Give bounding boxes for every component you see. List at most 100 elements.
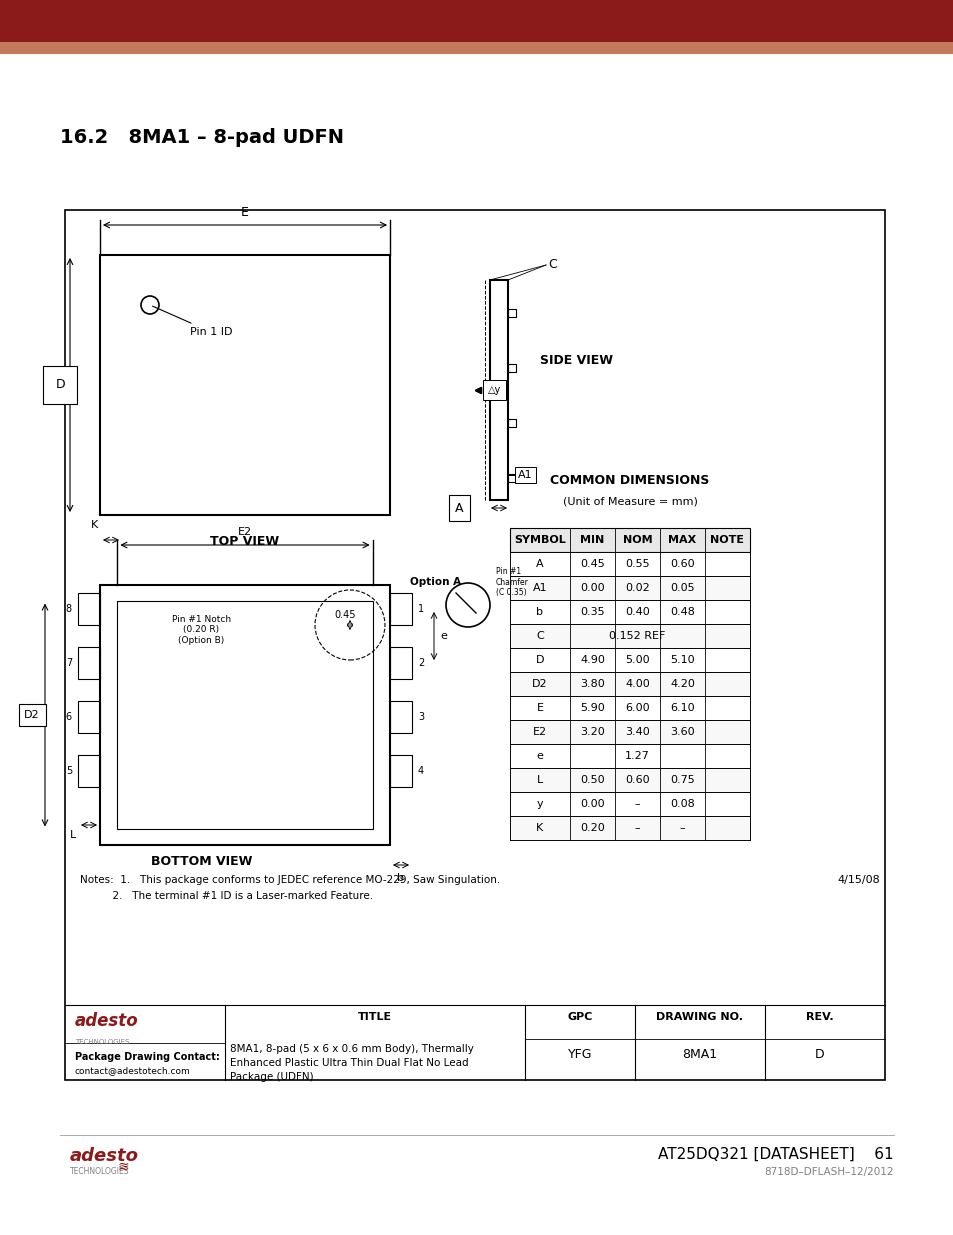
Text: 0.35: 0.35	[579, 606, 604, 618]
Text: 4/15/08: 4/15/08	[837, 876, 879, 885]
Bar	[78, 593, 100, 625]
Text: Pin #1 Notch
(0.20 R)
(Option B): Pin #1 Notch (0.20 R) (Option B)	[172, 615, 231, 645]
Bar	[390, 647, 412, 679]
Text: E2: E2	[237, 527, 252, 537]
Text: 5.00: 5.00	[624, 655, 649, 664]
Bar	[490, 280, 507, 500]
Text: D: D	[536, 655, 543, 664]
Bar	[510, 743, 749, 768]
Text: y: y	[537, 799, 543, 809]
Bar	[510, 648, 749, 672]
Text: 0.48: 0.48	[669, 606, 694, 618]
Bar	[507, 419, 516, 427]
Bar	[390, 755, 412, 787]
Text: 1: 1	[417, 604, 424, 614]
Text: e: e	[536, 751, 543, 761]
Text: MIN: MIN	[579, 535, 604, 545]
Text: REV.: REV.	[805, 1013, 833, 1023]
Text: TECHNOLOGIES: TECHNOLOGIES	[75, 1039, 130, 1045]
Text: 8: 8	[66, 604, 71, 614]
Text: 2: 2	[417, 658, 424, 668]
Text: MAX: MAX	[668, 535, 696, 545]
Bar	[510, 552, 749, 576]
Text: 6: 6	[66, 713, 71, 722]
Text: A: A	[455, 501, 463, 515]
Text: ≋: ≋	[118, 1160, 130, 1174]
Text: C: C	[536, 631, 543, 641]
Bar	[510, 816, 749, 840]
Bar	[510, 624, 749, 648]
Text: 6.00: 6.00	[624, 703, 649, 713]
Bar	[100, 254, 390, 515]
Text: GPC: GPC	[567, 1013, 592, 1023]
Text: 3.80: 3.80	[579, 679, 604, 689]
Bar	[65, 210, 884, 1079]
Text: 0.20: 0.20	[579, 823, 604, 832]
Bar	[510, 600, 749, 624]
Text: DRAWING NO.: DRAWING NO.	[656, 1013, 742, 1023]
Text: 3.20: 3.20	[579, 727, 604, 737]
Bar	[510, 720, 749, 743]
Text: 1.27: 1.27	[624, 751, 649, 761]
Bar	[510, 672, 749, 697]
Text: adesto: adesto	[70, 1147, 139, 1165]
Bar	[510, 529, 749, 552]
Text: A1: A1	[532, 583, 547, 593]
Text: C: C	[547, 258, 557, 272]
Text: K: K	[536, 823, 543, 832]
Text: 8MA1: 8MA1	[681, 1049, 717, 1062]
Text: D: D	[55, 378, 65, 391]
Text: 0.75: 0.75	[669, 776, 694, 785]
Bar	[507, 474, 516, 482]
Text: AT25DQ321 [DATASHEET]    61: AT25DQ321 [DATASHEET] 61	[658, 1147, 893, 1162]
Bar	[78, 755, 100, 787]
Text: A1: A1	[517, 471, 532, 480]
Text: 0.60: 0.60	[624, 776, 649, 785]
Text: 0.08: 0.08	[669, 799, 694, 809]
Text: E2: E2	[533, 727, 546, 737]
Bar	[510, 792, 749, 816]
Text: 0.02: 0.02	[624, 583, 649, 593]
Text: D: D	[814, 1049, 824, 1062]
Text: NOM: NOM	[622, 535, 652, 545]
Text: 6.10: 6.10	[670, 703, 694, 713]
Text: 0.45: 0.45	[579, 559, 604, 569]
Text: 4.90: 4.90	[579, 655, 604, 664]
Text: COMMON DIMENSIONS: COMMON DIMENSIONS	[550, 474, 709, 487]
Bar	[390, 593, 412, 625]
Text: D2: D2	[532, 679, 547, 689]
Text: 4.00: 4.00	[624, 679, 649, 689]
Text: E: E	[536, 703, 543, 713]
Text: Pin 1 ID: Pin 1 ID	[152, 306, 233, 337]
Text: △y: △y	[488, 385, 500, 395]
Text: (Unit of Measure = mm): (Unit of Measure = mm)	[562, 496, 697, 506]
Bar	[507, 364, 516, 372]
Text: –: –	[634, 823, 639, 832]
Text: 4: 4	[417, 766, 424, 776]
Text: –: –	[679, 823, 684, 832]
Bar	[507, 309, 516, 317]
Text: D2: D2	[25, 710, 40, 720]
Text: 5.10: 5.10	[670, 655, 694, 664]
Text: 0.40: 0.40	[624, 606, 649, 618]
Bar	[0, 42, 953, 54]
Text: SIDE VIEW: SIDE VIEW	[539, 353, 613, 367]
Text: TITLE: TITLE	[357, 1013, 392, 1023]
Bar	[510, 768, 749, 792]
Text: 0.00: 0.00	[579, 583, 604, 593]
Bar	[117, 600, 373, 830]
Text: 0.00: 0.00	[579, 799, 604, 809]
Text: 8718D–DFLASH–12/2012: 8718D–DFLASH–12/2012	[763, 1167, 893, 1177]
Text: E: E	[241, 206, 249, 219]
Text: Option A: Option A	[410, 577, 460, 587]
Bar	[78, 647, 100, 679]
Text: Pin #1
Chamfer
(C 0.35): Pin #1 Chamfer (C 0.35)	[496, 567, 528, 597]
Bar	[0, 0, 953, 42]
Text: 3.40: 3.40	[624, 727, 649, 737]
Text: adesto: adesto	[75, 1013, 138, 1030]
Text: 0.55: 0.55	[624, 559, 649, 569]
Text: 7: 7	[66, 658, 71, 668]
Text: Package Drawing Contact:: Package Drawing Contact:	[75, 1051, 219, 1062]
Text: 16.2   8MA1 – 8-pad UDFN: 16.2 8MA1 – 8-pad UDFN	[60, 128, 344, 147]
Text: SYMBOL: SYMBOL	[514, 535, 565, 545]
